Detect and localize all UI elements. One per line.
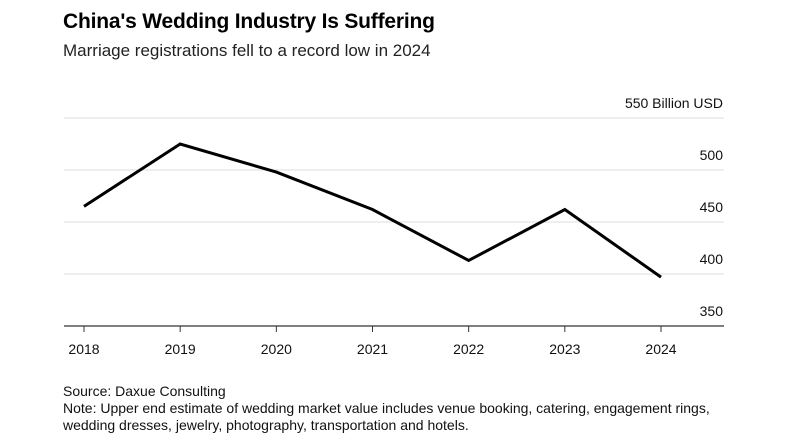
x-tick-label: 2021 [357, 341, 388, 357]
y-tick-label: 400 [700, 251, 724, 267]
y-tick-label: 500 [700, 147, 724, 163]
x-tick-label: 2019 [165, 341, 196, 357]
y-tick-label: 550 Billion USD [625, 95, 723, 111]
source-note: Source: Daxue Consulting [63, 383, 226, 399]
x-axis [64, 325, 724, 332]
grid-lines [64, 117, 724, 275]
tick-labels: 350 400 450 500 550 Billion USD 2018 2019 2020 2… [68, 95, 723, 357]
chart-footer: Source: Daxue Consulting Note: Upper end… [63, 383, 763, 434]
y-tick-label: 450 [700, 199, 724, 215]
chart-subtitle: Marriage registrations fell to a record … [63, 41, 431, 60]
chart-title: China's Wedding Industry Is Suffering [63, 10, 435, 33]
x-tick-label: 2020 [261, 341, 292, 357]
x-tick-label: 2018 [68, 341, 99, 357]
series-layer [83, 142, 662, 279]
x-tick-label: 2023 [549, 341, 580, 357]
x-tick-label: 2024 [645, 341, 676, 357]
line-chart: 350 400 450 500 550 Billion USD 2018 2019 2020 2… [64, 95, 724, 357]
methodology-note: Note: Upper end estimate of wedding mark… [63, 400, 710, 433]
y-tick-label: 350 [700, 303, 724, 319]
x-tick-label: 2022 [453, 341, 484, 357]
series-line [83, 142, 662, 279]
